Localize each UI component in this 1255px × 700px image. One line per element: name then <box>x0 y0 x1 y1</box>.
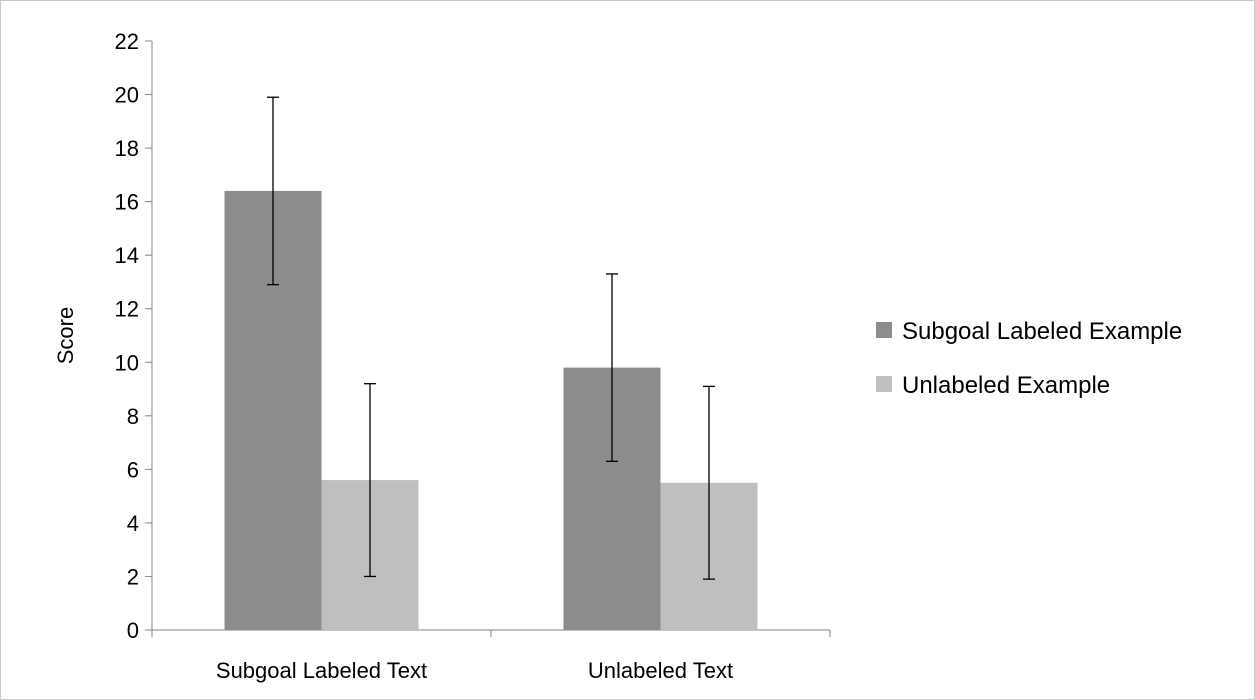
y-tick-label: 0 <box>127 618 139 643</box>
y-tick-label: 6 <box>127 457 139 482</box>
y-tick-label: 18 <box>115 136 139 161</box>
y-tick-label: 16 <box>115 190 139 215</box>
y-tick-label: 22 <box>115 29 139 54</box>
y-axis-title: Score <box>53 307 78 364</box>
x-tick-label: Subgoal Labeled Text <box>216 658 427 683</box>
legend-swatch <box>876 376 892 392</box>
legend-swatch <box>876 322 892 338</box>
bars <box>224 190 758 630</box>
y-tick-label: 14 <box>115 243 139 268</box>
y-tick-label: 20 <box>115 83 139 108</box>
y-tick-label: 10 <box>115 350 139 375</box>
legend-label: Subgoal Labeled Example <box>902 318 1182 345</box>
y-tick-label: 4 <box>127 511 139 536</box>
axes: 0 2 4 6 8 10 12 14 16 18 20 22 Subgoal Labeled Text U… <box>115 29 831 683</box>
legend: Subgoal Labeled Example Unlabeled Example <box>876 318 1182 399</box>
y-tick-label: 8 <box>127 404 139 429</box>
x-tick-label: Unlabeled Text <box>588 658 733 683</box>
error-bars <box>267 96 715 580</box>
y-tick-label: 12 <box>115 297 139 322</box>
legend-label: Unlabeled Example <box>902 372 1110 399</box>
y-tick-label: 2 <box>127 564 139 589</box>
